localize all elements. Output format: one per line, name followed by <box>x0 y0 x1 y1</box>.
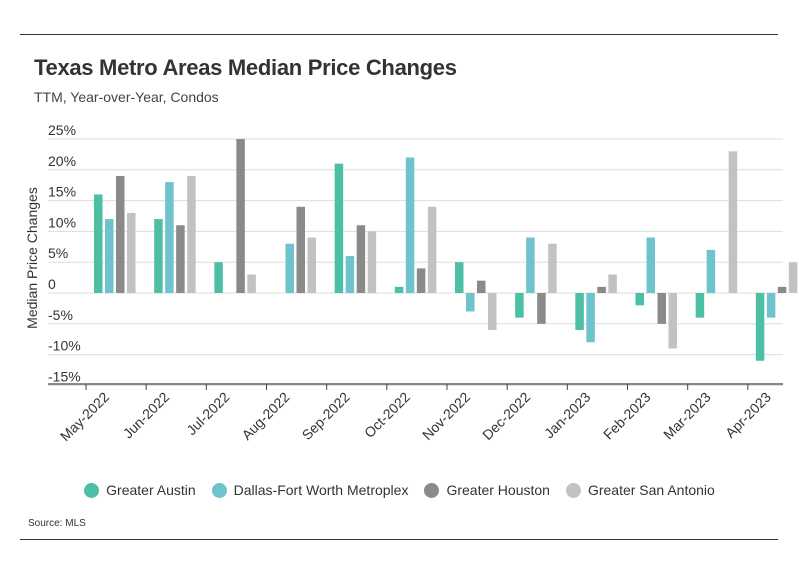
legend-swatch <box>424 482 440 498</box>
bar <box>94 194 103 293</box>
legend-item: Greater San Antonio <box>565 482 715 498</box>
bar <box>236 139 245 293</box>
bar <box>345 256 355 293</box>
chart-title: Texas Metro Areas Median Price Changes <box>34 55 457 80</box>
bar <box>608 274 617 293</box>
bar <box>214 262 223 293</box>
bar <box>646 237 655 293</box>
bar <box>105 219 114 293</box>
x-tick-label: Nov-2022 <box>419 389 473 443</box>
bar <box>515 293 524 318</box>
y-tick-label: 10% <box>48 214 76 230</box>
bar <box>296 206 305 293</box>
legend-swatch <box>565 482 581 498</box>
bar <box>405 157 415 293</box>
bar <box>777 286 787 293</box>
bar <box>755 293 765 361</box>
bar <box>537 293 546 324</box>
bar <box>526 237 535 293</box>
bar <box>187 175 196 293</box>
bar <box>488 293 497 330</box>
source-note: Source: MLS <box>28 518 86 529</box>
bottom-rule <box>20 539 778 540</box>
legend-item: Dallas-Fort Worth Metroplex <box>211 482 409 498</box>
bar <box>668 293 677 349</box>
bar <box>416 268 426 293</box>
y-tick-label: 15% <box>48 184 76 200</box>
y-tick-label: 25% <box>48 122 76 138</box>
bar <box>116 175 125 293</box>
bar <box>695 293 705 318</box>
chart-subtitle: TTM, Year-over-Year, Condos <box>34 89 219 105</box>
bar <box>334 163 344 293</box>
y-tick-label: -5% <box>48 307 73 323</box>
bar <box>165 182 174 293</box>
top-rule <box>20 34 778 35</box>
x-tick-label: Jan-2023 <box>541 389 594 442</box>
bar <box>706 249 716 293</box>
bar <box>127 212 136 293</box>
chart-legend: Greater Austin Dallas-Fort Worth Metrople… <box>0 482 799 498</box>
bar <box>154 219 163 293</box>
y-tick-label: -10% <box>48 338 81 354</box>
legend-item: Greater Austin <box>84 482 196 498</box>
x-tick-label: Dec-2022 <box>479 389 533 443</box>
x-tick-label: Jun-2022 <box>120 389 173 442</box>
bar <box>575 293 584 330</box>
bar <box>728 151 738 293</box>
bar <box>427 206 437 293</box>
legend-label: Greater San Antonio <box>587 482 715 498</box>
x-tick-label: Oct-2022 <box>361 389 413 441</box>
bar <box>597 286 606 293</box>
bar <box>356 225 366 293</box>
legend-item: Greater Houston <box>424 482 550 498</box>
bar <box>635 293 644 306</box>
bar <box>548 243 557 293</box>
bar <box>766 293 776 318</box>
y-tick-label: 5% <box>48 245 68 261</box>
y-tick-label: 20% <box>48 153 76 169</box>
bar <box>285 243 294 293</box>
bar <box>394 286 404 293</box>
bar <box>247 274 256 293</box>
bar <box>307 237 316 293</box>
x-tick-label: Aug-2022 <box>238 389 292 443</box>
y-tick-label: 0 <box>48 276 56 292</box>
legend-swatch <box>211 482 227 498</box>
legend-label: Greater Houston <box>446 482 550 498</box>
bar <box>176 225 185 293</box>
bar <box>586 293 595 343</box>
bar <box>367 231 377 293</box>
bar <box>466 293 475 312</box>
y-axis-label: Median Price Changes <box>24 187 40 329</box>
x-tick-label: May-2022 <box>57 389 112 444</box>
legend-swatch <box>84 482 100 498</box>
legend-label: Dallas-Fort Worth Metroplex <box>233 482 409 498</box>
bar <box>477 280 486 293</box>
x-tick-label: Apr-2023 <box>722 389 774 441</box>
legend-label: Greater Austin <box>106 482 196 498</box>
y-tick-label: -15% <box>48 368 81 384</box>
bar <box>657 293 666 324</box>
bar <box>788 262 798 293</box>
x-tick-label: Jul-2022 <box>183 389 232 438</box>
x-tick-label: Mar-2023 <box>660 389 714 443</box>
x-tick-label: Sep-2022 <box>299 389 353 443</box>
x-tick-label: Feb-2023 <box>600 389 654 443</box>
bar <box>455 262 464 293</box>
